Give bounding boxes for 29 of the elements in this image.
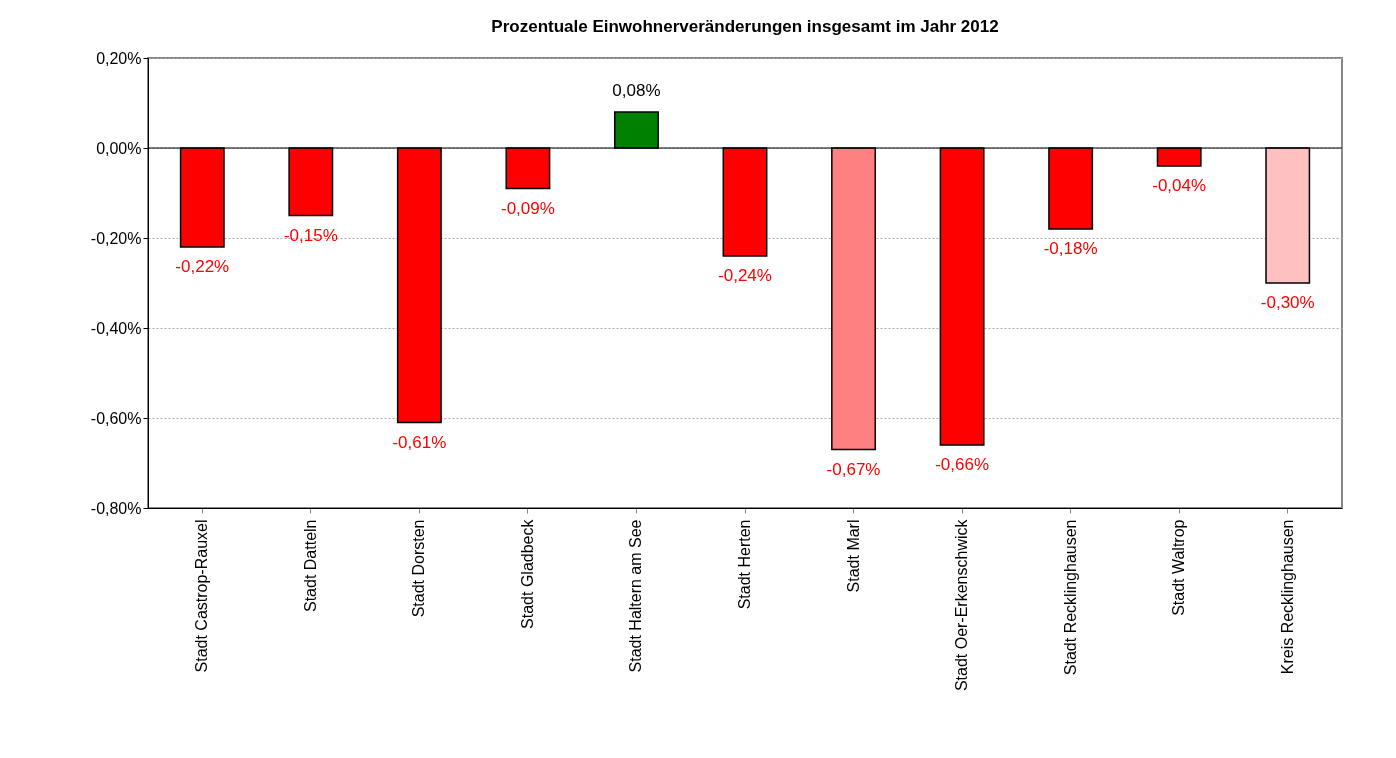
y-tick-label: 0,00% <box>96 139 142 157</box>
x-tick-label: Stadt Castrop-Rauxel <box>193 519 211 673</box>
data-label: -0,61% <box>392 432 447 452</box>
x-tick-label: Stadt Gladbeck <box>518 518 536 629</box>
x-tick-label: Stadt Herten <box>736 519 753 610</box>
y-tick-label: -0,60% <box>90 409 142 427</box>
x-tick-label: Stadt Recklinghausen <box>1061 519 1079 676</box>
data-label: -0,22% <box>175 257 230 276</box>
x-tick-label: Stadt Haltern am See <box>627 519 645 673</box>
y-tick-label: -0,40% <box>90 319 142 337</box>
x-tick-label: Stadt Waltrop <box>1170 519 1188 616</box>
data-label: -0,30% <box>1260 293 1315 312</box>
x-tick-label: Stadt Marl <box>844 519 862 593</box>
data-label: -0,66% <box>935 455 990 474</box>
x-tick-label: Stadt Datteln <box>301 519 319 612</box>
x-tick-label: Kreis Recklinghausen <box>1278 519 1296 675</box>
data-label: -0,67% <box>826 459 881 479</box>
data-label: -0,15% <box>283 225 338 245</box>
data-label: -0,24% <box>718 266 772 285</box>
y-tick-label: -0,80% <box>90 499 142 517</box>
data-label: -0,04% <box>1152 176 1207 195</box>
x-tick-label: Stadt Oer-Erkenschwick <box>953 518 971 692</box>
y-tick-label: 0,20% <box>96 49 142 67</box>
chart-title: Prozentuale Einwohnerveränderungen insgesamt im Jahr 2012 <box>491 17 999 36</box>
data-label: -0,18% <box>1043 239 1098 258</box>
x-tick-label: Stadt Dorsten <box>410 519 428 618</box>
data-label: 0,08% <box>612 81 661 100</box>
data-label: -0,09% <box>500 198 555 218</box>
y-tick-label: -0,20% <box>90 229 142 247</box>
